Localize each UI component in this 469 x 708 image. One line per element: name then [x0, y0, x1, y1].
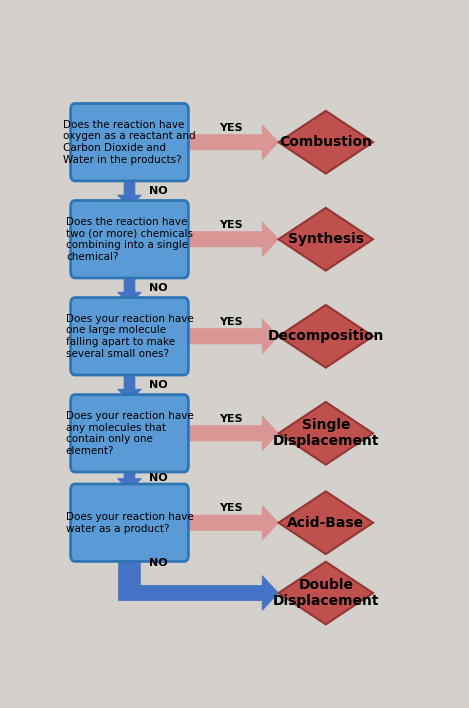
Polygon shape: [184, 319, 279, 354]
FancyBboxPatch shape: [71, 200, 189, 278]
Text: Does the reaction have
two (or more) chemicals
combining into a single
chemical?: Does the reaction have two (or more) che…: [66, 217, 193, 262]
FancyBboxPatch shape: [71, 297, 189, 375]
Polygon shape: [279, 111, 373, 173]
Text: YES: YES: [219, 123, 243, 133]
FancyBboxPatch shape: [71, 103, 189, 181]
Polygon shape: [279, 208, 373, 270]
Polygon shape: [184, 222, 279, 257]
Text: NO: NO: [150, 185, 168, 195]
Text: YES: YES: [219, 220, 243, 230]
Text: Combustion: Combustion: [279, 135, 372, 149]
Polygon shape: [184, 125, 279, 159]
Polygon shape: [119, 555, 279, 610]
Text: Does your reaction have
any molecules that
contain only one
element?: Does your reaction have any molecules th…: [66, 411, 193, 456]
Polygon shape: [184, 416, 279, 451]
Polygon shape: [279, 402, 373, 464]
FancyBboxPatch shape: [71, 484, 189, 561]
Text: YES: YES: [219, 317, 243, 327]
Polygon shape: [118, 368, 142, 401]
Text: Double
Displacement: Double Displacement: [272, 578, 379, 608]
Text: Does the reaction have
oxygen as a reactant and
Carbon Dioxide and
Water in the : Does the reaction have oxygen as a react…: [63, 120, 196, 164]
Polygon shape: [118, 174, 142, 207]
Polygon shape: [279, 491, 373, 554]
Text: Single
Displacement: Single Displacement: [272, 418, 379, 448]
Polygon shape: [118, 465, 142, 491]
Text: Synthesis: Synthesis: [288, 232, 364, 246]
Text: Does your reaction have
one large molecule
falling apart to make
several small o: Does your reaction have one large molecu…: [66, 314, 193, 359]
Text: NO: NO: [150, 282, 168, 293]
Text: Acid-Base: Acid-Base: [287, 515, 364, 530]
Text: Does your reaction have
water as a product?: Does your reaction have water as a produ…: [66, 512, 193, 534]
FancyBboxPatch shape: [71, 394, 189, 472]
Polygon shape: [279, 305, 373, 367]
Text: YES: YES: [219, 503, 243, 513]
Text: Decomposition: Decomposition: [268, 329, 384, 343]
Text: NO: NO: [150, 379, 168, 390]
Polygon shape: [118, 271, 142, 304]
Polygon shape: [184, 506, 279, 540]
Text: NO: NO: [150, 558, 168, 568]
Text: YES: YES: [219, 414, 243, 424]
Polygon shape: [279, 561, 373, 624]
Text: NO: NO: [150, 473, 168, 483]
